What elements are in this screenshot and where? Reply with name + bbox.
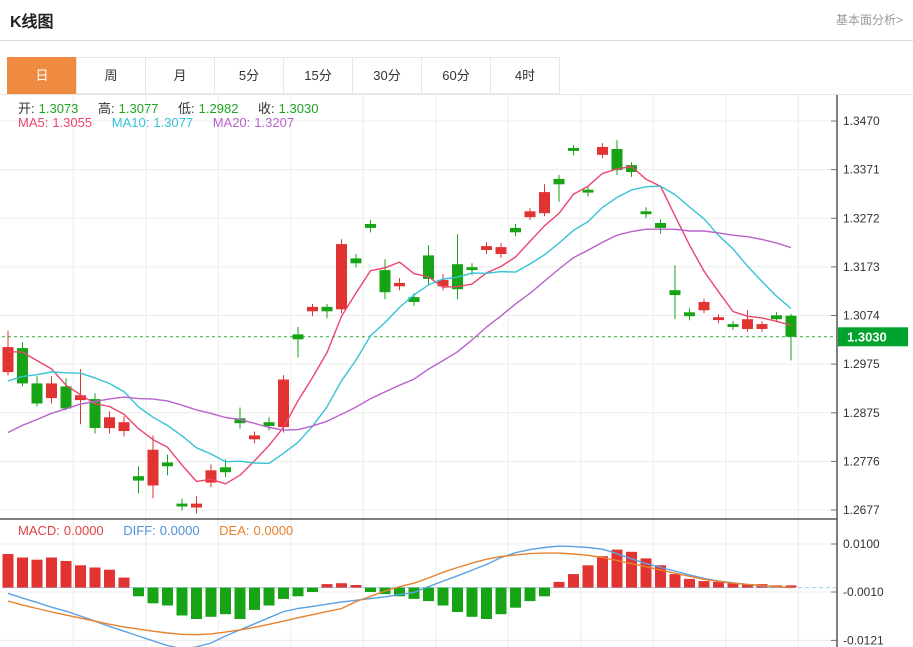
svg-text:1.2875: 1.2875 xyxy=(843,406,880,420)
svg-text:1.3371: 1.3371 xyxy=(843,163,880,177)
svg-text:1.3074: 1.3074 xyxy=(843,309,880,323)
tab-4时[interactable]: 4时 xyxy=(490,57,560,94)
svg-text:1.3030: 1.3030 xyxy=(847,329,887,344)
chart-area: 开: 1.3073 高: 1.3077 低: 1.2982 收: 1.3030 MA5:… xyxy=(0,95,913,647)
tab-5分[interactable]: 5分 xyxy=(214,57,284,94)
svg-text:1.3272: 1.3272 xyxy=(843,211,880,225)
candlestick-panel xyxy=(2,140,797,514)
tab-30分[interactable]: 30分 xyxy=(352,57,422,94)
price-axis: 1.3470 1.3371 1.3272 1.3173 1.3074 1.2975 1.28… xyxy=(0,114,880,517)
ma-lines xyxy=(7,165,792,485)
fundamental-analysis-link[interactable]: 基本面分析> xyxy=(835,13,903,27)
svg-text:1.2776: 1.2776 xyxy=(843,454,880,468)
macd-panel xyxy=(2,545,797,647)
svg-text:1.3470: 1.3470 xyxy=(843,114,880,128)
svg-text:1.3173: 1.3173 xyxy=(843,260,880,274)
header-divider xyxy=(0,40,913,41)
diff-line xyxy=(7,545,792,647)
dea-line xyxy=(7,552,792,636)
current-price-tag: 1.3030 xyxy=(838,327,908,347)
page-title: K线图 xyxy=(10,14,54,31)
svg-text:0.0100: 0.0100 xyxy=(843,537,880,551)
tab-月[interactable]: 月 xyxy=(145,57,215,94)
svg-text:-0.0010: -0.0010 xyxy=(843,585,884,599)
tab-15分[interactable]: 15分 xyxy=(283,57,353,94)
tab-周[interactable]: 周 xyxy=(76,57,146,94)
kline-chart[interactable]: 1.3470 1.3371 1.3272 1.3173 1.3074 1.2975 1.28… xyxy=(0,95,913,647)
svg-text:1.2975: 1.2975 xyxy=(843,357,880,371)
svg-text:-0.0121: -0.0121 xyxy=(843,633,884,647)
tab-日[interactable]: 日 xyxy=(7,57,77,94)
ma10-line xyxy=(7,185,792,465)
ma5-line xyxy=(7,165,792,485)
tab-bar: 日周月 5分 15分 30分 60分 4时 xyxy=(0,57,913,95)
grid-vertical xyxy=(72,95,799,647)
ma20-line xyxy=(7,228,792,434)
header: K线图 基本面分析> xyxy=(0,0,913,32)
tab-60分[interactable]: 60分 xyxy=(421,57,491,94)
svg-text:1.2677: 1.2677 xyxy=(843,503,880,517)
